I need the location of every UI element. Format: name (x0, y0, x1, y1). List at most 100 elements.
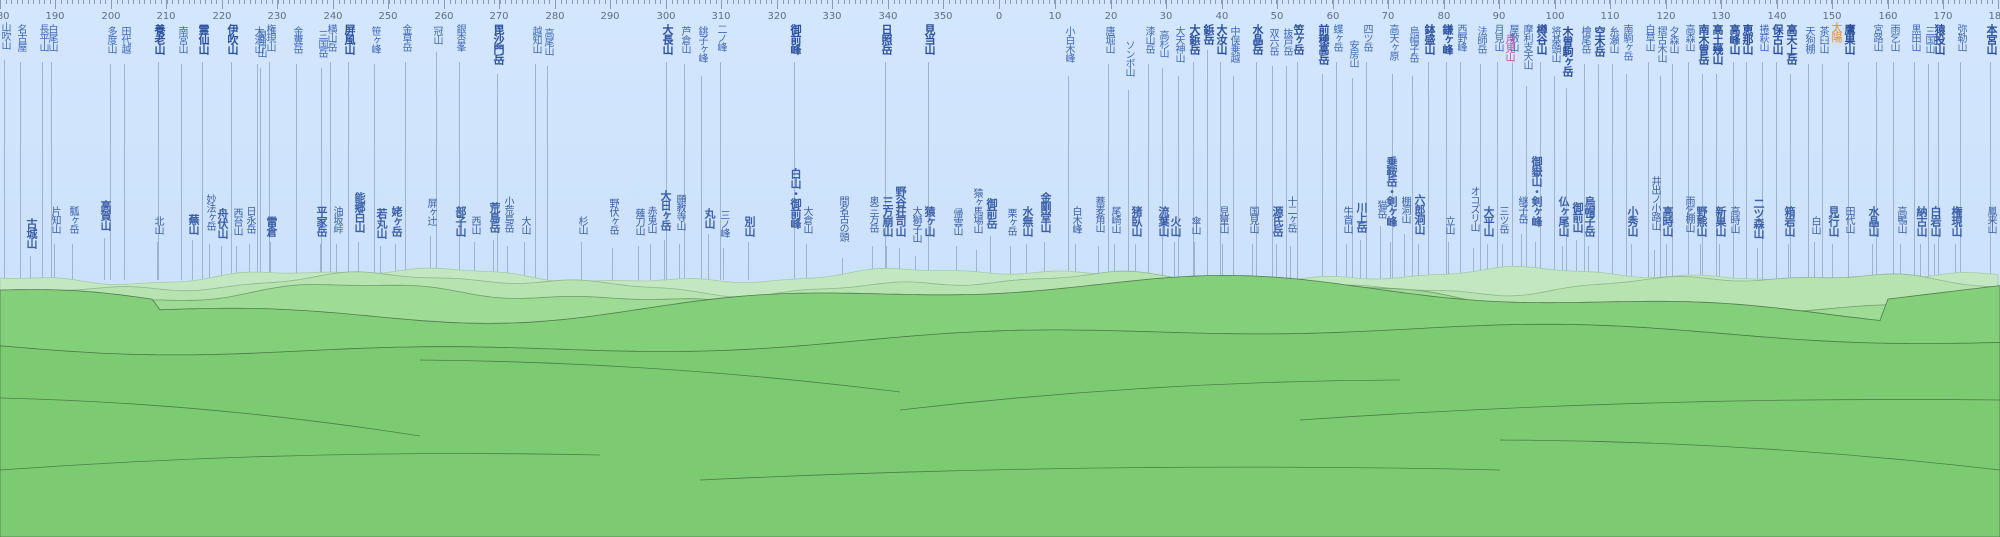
peak-label[interactable]: 油坂峠 (331, 206, 342, 233)
peak-label[interactable]: 屏風山 (343, 24, 356, 54)
peak-label[interactable]: 長平山 (37, 24, 48, 51)
peak-label[interactable]: 多度山 (105, 26, 116, 53)
peak-label[interactable]: 猿投山 (1933, 24, 1946, 54)
peak-label[interactable]: 檜尾岳 (1579, 26, 1590, 53)
peak-label[interactable]: 高杉山 (1157, 30, 1168, 57)
peak-label[interactable]: 水晶山 (1867, 206, 1880, 236)
peak-label[interactable]: 三国山 (1923, 26, 1934, 53)
peak-label[interactable]: 唐堀山 (1103, 26, 1114, 53)
peak-label[interactable]: 新巣山 (1714, 206, 1727, 236)
peak-label[interactable]: 大洞山 (252, 26, 263, 53)
peak-label[interactable]: 御嶽山・剣ヶ峰 (1530, 156, 1543, 226)
peak-label[interactable]: 四ツ岳 (1361, 24, 1372, 51)
peak-label[interactable]: 毘沙門岳 (492, 24, 505, 64)
peak-label[interactable]: 六郎洞山 (1413, 194, 1426, 234)
peak-label[interactable]: 雨乞棚山 (1683, 196, 1694, 232)
peak-label[interactable]: 名古屋 (15, 24, 26, 51)
peak-label[interactable]: 白岩山 (1929, 206, 1942, 236)
peak-label[interactable]: 木曽駒ヶ岳 (1561, 26, 1574, 76)
peak-label[interactable]: 摺古木山 (1655, 26, 1666, 62)
peak-label[interactable]: 大倉山 (801, 206, 812, 233)
peak-label[interactable]: 蕪山 (187, 214, 200, 234)
peak-label[interactable]: 猫岳 (1375, 200, 1386, 218)
peak-label[interactable]: 伊吹山 (226, 24, 239, 54)
peak-label[interactable]: 別山 (743, 216, 756, 236)
peak-label[interactable]: 北山 (152, 216, 163, 234)
peak-label[interactable]: 継子岳 (1516, 196, 1527, 223)
peak-label[interactable]: 月見山 (1492, 24, 1503, 51)
peak-label[interactable]: 野熊山 (1695, 206, 1708, 236)
peak-label[interactable]: 若丸山 (375, 208, 388, 238)
peak-label[interactable]: 銀杏峯 (454, 24, 465, 51)
peak-label[interactable]: 高尾山 (542, 28, 553, 55)
peak-label[interactable]: 蝶ヶ岳 (1331, 24, 1342, 51)
peak-label[interactable]: 権現山 (1950, 206, 1963, 236)
peak-label[interactable]: 十二ヶ岳 (1285, 196, 1296, 232)
peak-label[interactable]: 二ノ峰 (715, 24, 726, 51)
peak-label[interactable]: 南駒ヶ岳 (1621, 24, 1632, 60)
peak-label[interactable]: 栗ヶ岳 (1005, 208, 1016, 235)
peak-label[interactable]: 白山 (1809, 216, 1820, 234)
peak-label[interactable]: 箱岩山 (1783, 206, 1796, 236)
peak-label[interactable]: 高鴨山 (1895, 206, 1906, 233)
peak-label[interactable]: 本宮山 (1985, 24, 1998, 54)
peak-label[interactable]: 猿ヶ馬場山 (971, 188, 982, 233)
peak-label[interactable]: 恵那山 (1741, 24, 1754, 54)
peak-label[interactable]: 笠ヶ岳 (1292, 24, 1305, 54)
peak-label[interactable]: 西野峰 (1455, 24, 1466, 51)
peak-label[interactable]: 見量山 (1217, 206, 1228, 233)
peak-label[interactable]: 高土幾山 (1711, 24, 1724, 64)
peak-label[interactable]: 大鋲岳 (1188, 24, 1201, 54)
peak-label[interactable]: 前穂高岳 (1317, 24, 1330, 64)
peak-label[interactable]: 樽谷山 (1535, 24, 1548, 54)
peak-label[interactable]: 糸瀬山 (1607, 26, 1618, 53)
peak-label[interactable]: 天狗棚 (1803, 26, 1814, 53)
peak-label[interactable]: 山吹山 (0, 22, 10, 49)
peak-label[interactable]: 大山 (519, 216, 530, 234)
peak-label[interactable]: 日永岳 (244, 206, 255, 233)
peak-label[interactable]: 高天上岳 (1785, 24, 1798, 64)
peak-label[interactable]: 三方崩山 (881, 196, 894, 236)
peak-label[interactable]: 高峰山 (1728, 24, 1741, 54)
peak-label[interactable]: 高時山 (1728, 206, 1739, 233)
peak-label[interactable]: 鎌ヶ峰 (1441, 24, 1454, 54)
peak-label[interactable]: 御前峰 (789, 24, 802, 54)
peak-label[interactable]: 願教寺山 (674, 194, 685, 230)
peak-label[interactable]: 妙法ヶ岳 (204, 194, 215, 230)
peak-label[interactable]: 抜戸岳 (1281, 28, 1292, 55)
peak-label[interactable]: 牛首山 (1341, 206, 1352, 233)
peak-label[interactable]: 立山 (1443, 216, 1454, 234)
peak-label[interactable]: 空木岳 (1593, 26, 1606, 56)
peak-label[interactable]: 三ノ峰 (718, 210, 729, 237)
peak-label[interactable]: オコズリ山 (1468, 186, 1479, 231)
peak-label[interactable]: 双六岳 (1267, 28, 1278, 55)
peak-label[interactable]: 金草岳 (400, 24, 411, 51)
peak-label[interactable]: 越知山 (530, 26, 541, 53)
peak-label[interactable]: 水晶岳 (1251, 24, 1264, 54)
peak-label[interactable]: 南宮山 (176, 26, 187, 53)
peak-label[interactable]: 乗鞍岳・剣ヶ峰 (1385, 156, 1398, 226)
peak-label[interactable]: 烏帽子岳 (1583, 196, 1596, 236)
peak-label[interactable]: 夕森山 (1667, 26, 1678, 53)
peak-label[interactable]: 白山・御前峰 (789, 168, 802, 228)
peak-label[interactable]: 平家岳 (315, 206, 328, 236)
peak-label[interactable]: 大日ヶ岳 (659, 190, 672, 230)
peak-label[interactable]: 雷倉 (265, 216, 278, 236)
peak-label[interactable]: 見当山 (923, 24, 936, 54)
peak-label[interactable]: 冠山 (431, 26, 442, 44)
peak-label[interactable]: 流葉山 (1157, 206, 1170, 236)
peak-label[interactable]: 保古山 (1771, 24, 1784, 54)
peak-label[interactable]: 金剛堂山 (1039, 192, 1052, 232)
peak-label[interactable]: 弥勒山 (1955, 24, 1966, 51)
peak-label[interactable]: 漆山岳 (1143, 26, 1154, 53)
peak-label[interactable]: 小秀山 (1626, 206, 1639, 236)
sun-marker-label[interactable]: 太陽 (1830, 22, 1843, 42)
peak-label[interactable]: 茶臼山 (1817, 26, 1828, 53)
peak-label[interactable]: 大長山 (661, 24, 674, 54)
peak-label[interactable]: 大汝山 (1215, 24, 1228, 54)
peak-label[interactable]: 大平山 (1482, 206, 1495, 236)
peak-label[interactable]: 二ツ森山 (1752, 198, 1765, 238)
peak-label[interactable]: 小荒島岳 (502, 196, 513, 232)
peak-label[interactable]: 舟伏山 (216, 208, 229, 238)
peak-label[interactable]: 国見山 (1247, 206, 1258, 233)
